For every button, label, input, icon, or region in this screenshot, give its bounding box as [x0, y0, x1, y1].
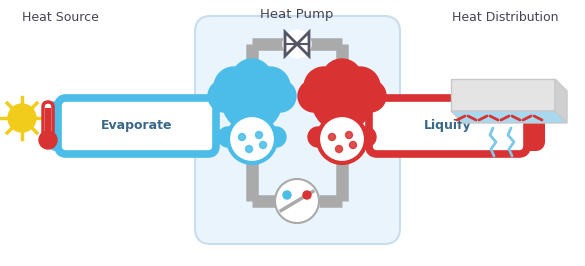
- Circle shape: [318, 115, 366, 163]
- Circle shape: [260, 142, 267, 148]
- Circle shape: [228, 115, 276, 163]
- Circle shape: [283, 191, 291, 199]
- Circle shape: [8, 104, 36, 132]
- Text: Heat Distribution: Heat Distribution: [452, 11, 558, 24]
- Circle shape: [312, 71, 372, 131]
- Circle shape: [354, 80, 386, 112]
- Circle shape: [346, 131, 353, 139]
- Circle shape: [283, 30, 311, 58]
- Circle shape: [214, 67, 254, 107]
- FancyBboxPatch shape: [58, 98, 216, 154]
- Text: Liquify: Liquify: [424, 119, 472, 132]
- Bar: [330, 101, 354, 131]
- FancyBboxPatch shape: [195, 16, 400, 244]
- Circle shape: [303, 191, 311, 199]
- Circle shape: [298, 80, 330, 112]
- Polygon shape: [555, 79, 567, 123]
- Circle shape: [264, 80, 296, 112]
- Circle shape: [222, 71, 282, 131]
- Circle shape: [39, 131, 57, 149]
- Circle shape: [250, 67, 290, 107]
- Bar: [45, 108, 51, 138]
- Circle shape: [218, 127, 238, 147]
- Circle shape: [308, 127, 328, 147]
- FancyBboxPatch shape: [369, 98, 527, 154]
- Circle shape: [349, 142, 356, 148]
- Circle shape: [246, 146, 253, 152]
- Circle shape: [208, 80, 240, 112]
- Circle shape: [356, 127, 376, 147]
- Circle shape: [329, 134, 336, 140]
- Text: Evaporate: Evaporate: [101, 119, 173, 132]
- Polygon shape: [451, 111, 567, 123]
- Text: Heat Pump: Heat Pump: [260, 8, 333, 21]
- Bar: [240, 101, 264, 131]
- FancyBboxPatch shape: [43, 102, 53, 138]
- Circle shape: [340, 67, 380, 107]
- Circle shape: [239, 134, 246, 140]
- Circle shape: [322, 59, 362, 99]
- Circle shape: [275, 179, 319, 223]
- Circle shape: [232, 59, 272, 99]
- Circle shape: [336, 146, 342, 152]
- Circle shape: [256, 131, 263, 139]
- Polygon shape: [451, 79, 555, 111]
- Circle shape: [304, 67, 344, 107]
- Circle shape: [266, 127, 286, 147]
- Text: Heat Source: Heat Source: [22, 11, 99, 24]
